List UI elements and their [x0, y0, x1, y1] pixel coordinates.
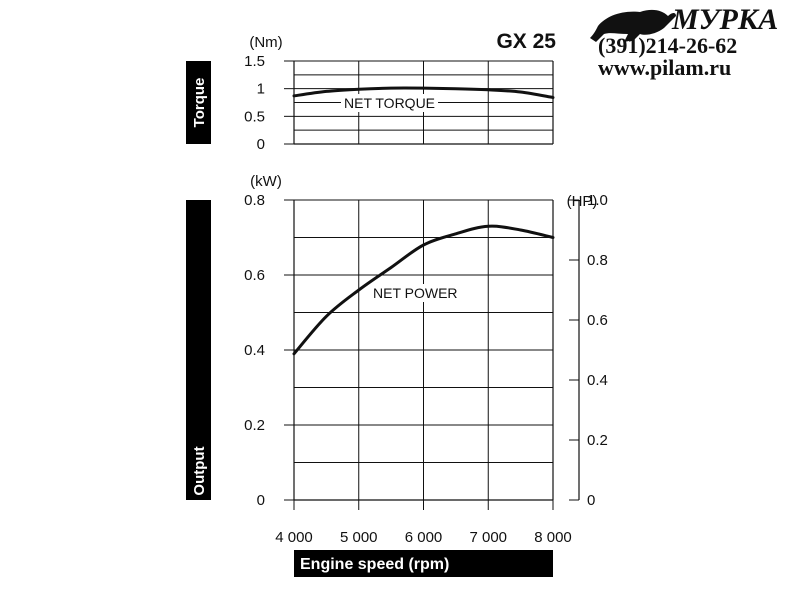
watermark-phone: (391)214-26-62 — [598, 33, 737, 58]
x-axis-label: Engine speed (rpm) — [294, 550, 553, 577]
output-side-label-text: Output — [191, 446, 208, 495]
series-label: NET TORQUE — [344, 95, 435, 111]
y2-tick-label: 1.0 — [587, 192, 608, 209]
torque-side-label: Torque — [186, 61, 211, 144]
black-cat-icon — [590, 9, 676, 42]
series-label-backing — [341, 94, 439, 112]
x-tick-label: 6 000 — [405, 529, 443, 546]
y2-tick-label: 0.2 — [587, 432, 608, 449]
y-tick-label: 0.8 — [244, 192, 265, 209]
y-tick-label: 1.5 — [244, 53, 265, 70]
chart-title: GX 25 — [496, 30, 556, 53]
x-tick-label: 8 000 — [534, 529, 572, 546]
power-hp-unit-label: (HP) — [567, 193, 598, 210]
y-tick-label: 0.4 — [244, 342, 265, 359]
y-tick-label: 0 — [257, 136, 265, 153]
torque-side-label-text: Torque — [191, 78, 208, 128]
series-line-net-power — [292, 224, 555, 356]
series-label: NET POWER — [373, 285, 458, 301]
watermark-name: МУРКА — [671, 3, 778, 36]
output-side-label: Output — [186, 200, 211, 500]
y-tick-label: 1 — [257, 81, 265, 98]
power-kw-unit-label: (kW) — [250, 173, 282, 190]
x-tick-label: 7 000 — [469, 529, 507, 546]
power-panel: 0 0.2 0.4 0.6 0.8 NET POWER 0 0.2 0.4 0.6 0.8 1.0 4 … — [244, 192, 608, 546]
x-tick-label: 5 000 — [340, 529, 378, 546]
y2-tick-label: 0.8 — [587, 252, 608, 269]
torque-unit-label: (Nm) — [249, 34, 282, 51]
x-axis-label-text: Engine speed (rpm) — [300, 556, 449, 573]
y-tick-label: 0 — [257, 492, 265, 509]
y2-tick-label: 0.4 — [587, 372, 608, 389]
y2-tick-label: 0.6 — [587, 312, 608, 329]
series-line-net-torque — [292, 86, 555, 99]
torque-panel: 0 0.5 1 1.5 NET TORQUE — [244, 53, 555, 153]
y-tick-label: 0.6 — [244, 267, 265, 284]
y-tick-label: 0.2 — [244, 417, 265, 434]
x-tick-label: 4 000 — [275, 529, 313, 546]
watermark-url: www.pilam.ru — [598, 55, 731, 80]
series-label-backing — [370, 284, 461, 302]
y2-tick-label: 0 — [587, 492, 595, 509]
watermark: МУРКА (391)214-26-62 www.pilam.ru — [590, 3, 778, 80]
y-tick-label: 0.5 — [244, 108, 265, 125]
